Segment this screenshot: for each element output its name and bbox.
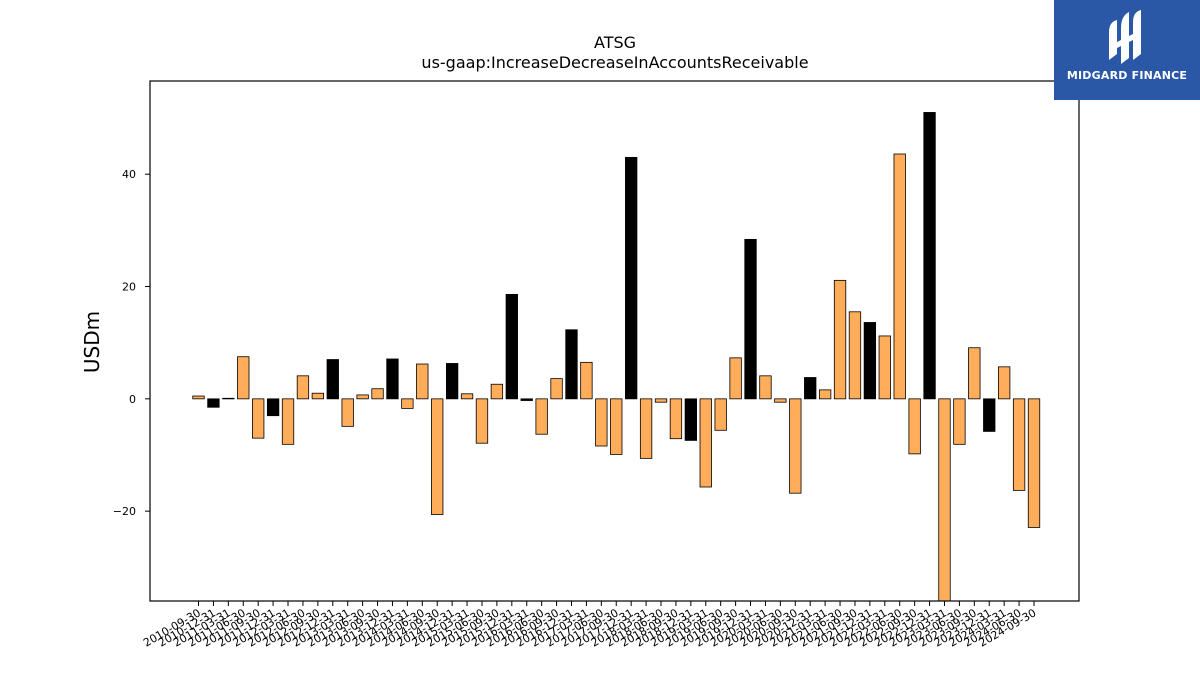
bar-2015-06-30 [475,398,489,444]
bar-2015-03-31 [460,393,474,400]
logo-text: MIDGARD FINANCE [1066,69,1188,82]
bar-2022-12-31 [923,112,936,400]
bar-2011-12-31 [266,398,280,417]
bar-2013-06-30 [356,394,369,400]
bar-2017-06-30 [595,398,608,447]
bar-2017-03-31 [580,361,593,400]
bar-2018-03-31 [639,398,653,459]
bar-2024-09-30 [1027,398,1041,528]
y-tick-label: 20 [122,281,136,294]
bar-2021-06-30 [833,279,847,400]
bar-2023-03-31 [938,398,951,602]
bar-2022-09-30 [908,398,921,455]
bar-2014-09-30 [431,398,444,515]
bar-2022-06-30 [893,153,906,400]
bar-2015-12-31 [505,293,518,400]
y-axis-label: USDm [80,311,104,373]
bar-2020-03-31 [759,375,772,400]
bars-group [192,112,1041,602]
bar-2016-12-31 [565,329,578,400]
bar-2012-12-31 [326,359,339,400]
logo-mark-icon [1109,10,1141,64]
bar-2011-09-30 [252,398,265,439]
bar-2013-09-30 [371,388,384,400]
bar-2012-06-30 [296,375,310,400]
bar-2020-09-30 [789,398,802,494]
bar-2017-12-31 [625,156,638,400]
bar-2018-12-31 [684,398,697,441]
bar-2023-06-30 [953,398,966,445]
bar-2019-09-30 [729,357,742,400]
y-tick-label: −20 [113,505,136,518]
bar-2016-09-30 [550,378,563,400]
bar-2010-12-31 [207,398,220,408]
bar-2024-06-30 [1012,398,1026,491]
bar-2011-06-30 [237,356,250,400]
bar-2014-12-31 [445,363,459,400]
chart-title: ATSG [594,33,636,52]
chart-subtitle: us-gaap:IncreaseDecreaseInAccountsReceiv… [421,53,808,72]
bar-2018-09-30 [669,398,683,440]
bar-2015-09-30 [490,383,504,400]
y-tick-label: 0 [129,393,136,406]
x-axis-ticks: 2010-09-302010-12-312011-03-312011-06-30… [141,601,1039,650]
bar-2021-09-30 [848,311,862,400]
y-axis-ticks: −20 0 20 40 [113,168,150,518]
bar-2016-06-30 [535,398,548,435]
bar-2019-03-31 [699,398,712,488]
bar-2011-03-31 [222,397,235,400]
bar-2021-12-31 [863,322,877,400]
bar-2013-03-31 [341,398,354,427]
plot-frame [149,80,1080,602]
bar-2017-09-30 [610,398,623,455]
bar-2019-12-31 [744,238,757,400]
brand-logo: MIDGARD FINANCE [1054,0,1200,100]
bar-2018-06-30 [654,398,668,403]
bar-2014-03-31 [401,398,414,409]
bar-2024-03-31 [998,366,1011,400]
bar-2012-03-31 [281,398,295,445]
bar-2023-12-31 [983,398,996,432]
bar-2020-06-30 [774,398,787,403]
bar-2022-03-31 [878,335,891,400]
bar-2023-09-30 [968,347,981,400]
bar-2021-03-31 [818,389,832,400]
bar-2012-09-30 [311,392,325,400]
y-tick-label: 40 [122,168,136,181]
bar-2014-06-30 [416,363,429,400]
bar-2016-03-31 [520,398,533,401]
bar-2010-09-30 [192,395,205,400]
bar-2013-12-31 [386,358,399,400]
bar-2019-06-30 [714,398,727,431]
bar-2020-12-31 [804,377,817,400]
